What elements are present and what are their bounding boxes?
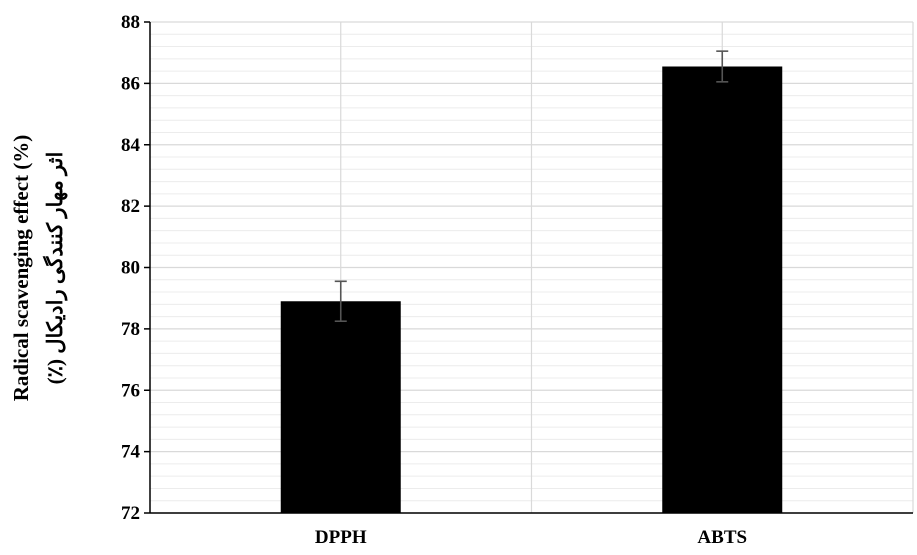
axes — [144, 21, 913, 514]
y-tick-label: 76 — [121, 380, 140, 401]
y-tick-label: 86 — [121, 73, 140, 94]
bars — [280, 66, 783, 513]
x-tick-label: DPPH — [315, 527, 367, 548]
y-tick-label: 74 — [121, 442, 141, 463]
grid-lines — [150, 21, 914, 514]
y-tick-label: 78 — [121, 319, 140, 340]
x-category-labels: DPPH ABTS — [315, 527, 747, 548]
y-tick-label: 88 — [121, 12, 140, 33]
y-tick-label: 72 — [121, 503, 140, 524]
y-axis-title: Radical scavenging effect (%) — [9, 135, 33, 402]
y-tick-labels: 72 74 76 78 80 82 84 86 88 — [121, 12, 141, 524]
y-tick-label: 84 — [121, 135, 141, 156]
y-tick-label: 82 — [121, 196, 140, 217]
x-tick-label: ABTS — [697, 527, 747, 548]
bar-abts — [662, 66, 783, 513]
y-axis-title-persian: اثر مهار کنندگی رادیکال (٪) — [42, 152, 68, 385]
y-tick-label: 80 — [121, 258, 140, 279]
error-bars — [334, 50, 729, 323]
bar-dpph — [280, 301, 401, 513]
